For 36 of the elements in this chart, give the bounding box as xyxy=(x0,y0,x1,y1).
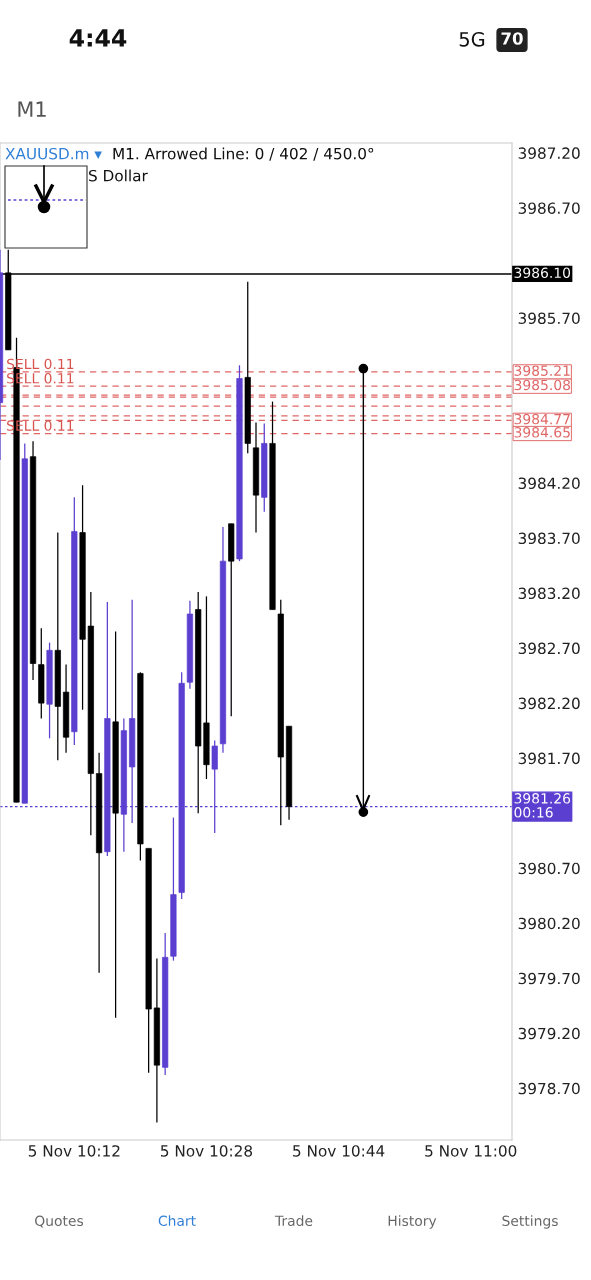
text: Trade xyxy=(274,1215,313,1227)
text: Chart xyxy=(158,1215,196,1227)
ref-line-label: 3981.26 00:16 xyxy=(514,793,571,818)
y-tick-label: 3982.20 xyxy=(518,697,580,710)
annotation: S Dollar xyxy=(89,169,148,182)
y-tick-label: 3980.70 xyxy=(518,862,580,875)
y-tick-label: 3983.70 xyxy=(518,532,580,545)
x-tick-label: 5 Nov 10:28 xyxy=(160,1145,253,1157)
y-tick-label: 3981.70 xyxy=(518,752,580,765)
y-tick-label: 3978.70 xyxy=(518,1082,580,1095)
text: History xyxy=(388,1215,437,1229)
y-tick-label: 3985.70 xyxy=(518,312,580,324)
text: 4:44 xyxy=(69,29,127,47)
text: 5G xyxy=(459,31,485,47)
y-tick-label: 3979.20 xyxy=(518,1027,580,1040)
text: Settings xyxy=(502,1215,558,1229)
ref-line-label: 3985.08 xyxy=(514,379,571,391)
y-tick-label: 3983.20 xyxy=(518,587,580,600)
ref-line-label: 3984.65 xyxy=(514,427,570,438)
ref-line-label: 3984.77 xyxy=(514,413,570,425)
chart-subtitle: M1. Arrowed Line: 0 / 402 / 450.0° xyxy=(113,147,374,161)
ref-line-label: 3986.10 xyxy=(514,267,571,278)
y-tick-label: 3987.20 xyxy=(518,147,580,159)
y-tick-label: 3979.70 xyxy=(518,972,580,985)
y-tick-label: 3980.20 xyxy=(518,917,580,930)
y-tick-label: 3986.70 xyxy=(518,202,580,214)
text: Quotes xyxy=(35,1215,84,1228)
y-tick-label: 3984.20 xyxy=(518,477,580,490)
x-tick-label: 5 Nov 10:12 xyxy=(28,1145,120,1157)
y-tick-label: 3982.70 xyxy=(518,642,580,655)
text: 70 xyxy=(501,32,523,45)
x-tick-label: 5 Nov 10:44 xyxy=(293,1145,385,1157)
chart-title: XAUUSD.m ▾ xyxy=(5,147,102,160)
text: M1 xyxy=(18,101,46,117)
ref-line-label: 3985.21 xyxy=(514,365,570,376)
x-tick-label: 5 Nov 11:00 xyxy=(425,1145,517,1157)
